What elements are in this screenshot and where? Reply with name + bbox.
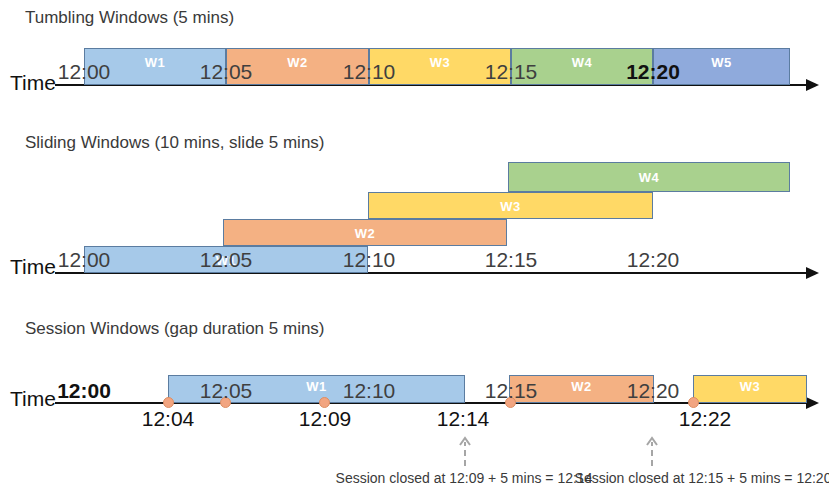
window-label: W2 — [224, 225, 506, 240]
tumbling-section-title: Tumbling Windows (5 mins) — [25, 8, 234, 28]
session-window-w3: W3 — [693, 375, 807, 403]
event-time-label: 12:22 — [679, 408, 732, 430]
event-time-label: 12:09 — [299, 408, 352, 430]
session-section-title: Session Windows (gap duration 5 mins) — [25, 319, 325, 339]
sliding-section-title: Sliding Windows (10 mins, slide 5 mins) — [25, 133, 325, 153]
sliding-window-w3: W3 — [368, 192, 653, 219]
windowing-strategies-diagram: Tumbling Windows (5 mins) Time W1 W2 W3 … — [0, 0, 829, 498]
dashed-up-arrow-icon — [645, 432, 659, 468]
sliding-window-w4: W4 — [508, 162, 790, 192]
tick-label: 12:05 — [200, 249, 253, 271]
tick-label: 12:15 — [485, 249, 538, 271]
tick-label: 12:00 — [57, 380, 111, 402]
tick-label: 12:10 — [343, 61, 396, 83]
tick-label: 12:00 — [58, 249, 111, 271]
session-annotation: Session closed at 12:15 + 5 mins = 12:20 — [575, 470, 829, 486]
tick-label: 12:20 — [627, 380, 680, 402]
session-annotation: Session closed at 12:09 + 5 mins = 12:14 — [336, 470, 593, 486]
tick-label: 12:10 — [343, 380, 396, 402]
tick-label: 12:00 — [58, 61, 111, 83]
window-label: W3 — [694, 379, 806, 394]
tumbling-time-axis-label: Time — [10, 71, 56, 95]
tick-label: 12:10 — [343, 249, 396, 271]
session-time-axis-label: Time — [10, 387, 56, 411]
tick-label: 12:05 — [200, 61, 253, 83]
sliding-axis-arrowhead-icon — [806, 267, 819, 279]
event-time-label: 12:14 — [437, 408, 490, 430]
dashed-up-arrow-icon — [458, 432, 472, 468]
tick-label: 12:15 — [485, 380, 538, 402]
sliding-window-w2: W2 — [223, 219, 507, 246]
tumbling-axis-arrowhead-icon — [806, 79, 819, 91]
session-axis-arrowhead-icon — [806, 397, 819, 409]
event-time-label: 12:04 — [142, 408, 195, 430]
window-label: W4 — [509, 170, 789, 185]
tick-label: 12:20 — [627, 249, 680, 271]
sliding-time-axis-label: Time — [10, 255, 56, 279]
window-label: W3 — [369, 198, 652, 213]
tick-label: 12:15 — [485, 61, 538, 83]
tick-label: 12:05 — [200, 380, 253, 402]
tick-label: 12:20 — [626, 61, 680, 83]
